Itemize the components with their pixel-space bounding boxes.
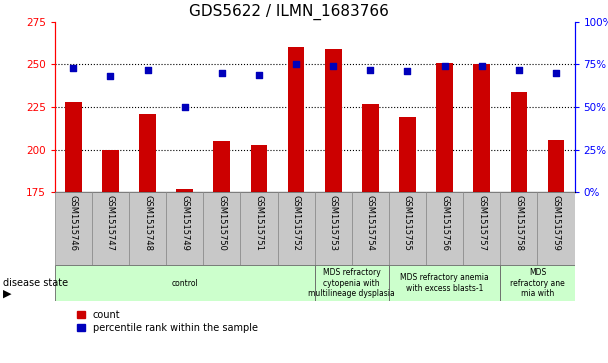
Point <box>402 68 412 74</box>
Text: MDS
refractory ane
mia with: MDS refractory ane mia with <box>510 268 565 298</box>
Point <box>514 67 523 73</box>
Bar <box>389 265 500 301</box>
Bar <box>437 63 453 192</box>
Text: GSM1515754: GSM1515754 <box>366 195 375 250</box>
Bar <box>325 49 342 192</box>
Text: GSM1515751: GSM1515751 <box>254 195 263 250</box>
Text: ▶: ▶ <box>3 288 12 298</box>
Bar <box>129 192 166 265</box>
Bar <box>250 144 268 192</box>
Bar <box>537 192 575 265</box>
Text: GSM1515755: GSM1515755 <box>403 195 412 250</box>
Title: GDS5622 / ILMN_1683766: GDS5622 / ILMN_1683766 <box>188 4 389 20</box>
Point <box>477 63 486 69</box>
Bar <box>203 192 240 265</box>
Text: GSM1515752: GSM1515752 <box>292 195 300 250</box>
Bar <box>399 117 416 192</box>
Text: GSM1515746: GSM1515746 <box>69 195 78 250</box>
Bar <box>500 192 537 265</box>
Bar <box>240 192 277 265</box>
Bar <box>139 114 156 192</box>
Point <box>440 63 449 69</box>
Bar <box>500 265 575 301</box>
Text: GSM1515747: GSM1515747 <box>106 195 115 250</box>
Text: GSM1515750: GSM1515750 <box>217 195 226 250</box>
Point <box>291 61 301 68</box>
Bar <box>92 192 129 265</box>
Bar <box>65 102 81 192</box>
Text: disease state: disease state <box>3 278 68 288</box>
Text: GSM1515758: GSM1515758 <box>514 195 523 250</box>
Bar <box>463 192 500 265</box>
Point <box>365 67 375 73</box>
Text: control: control <box>171 279 198 287</box>
Bar <box>55 192 92 265</box>
Bar <box>166 192 203 265</box>
Bar <box>176 189 193 192</box>
Bar <box>352 192 389 265</box>
Legend: count, percentile rank within the sample: count, percentile rank within the sample <box>74 306 262 337</box>
Point <box>254 72 264 78</box>
Point <box>551 70 561 76</box>
Bar <box>55 265 315 301</box>
Point <box>217 70 227 76</box>
Bar <box>426 192 463 265</box>
Text: GSM1515759: GSM1515759 <box>551 195 561 250</box>
Point <box>143 67 153 73</box>
Bar <box>511 92 527 192</box>
Text: GSM1515748: GSM1515748 <box>143 195 152 250</box>
Point <box>180 104 190 110</box>
Bar <box>288 48 305 192</box>
Bar <box>213 141 230 192</box>
Bar <box>389 192 426 265</box>
Bar <box>102 150 119 192</box>
Bar <box>362 104 379 192</box>
Point <box>328 63 338 69</box>
Bar <box>474 65 490 192</box>
Text: MDS refractory
cytopenia with
multilineage dysplasia: MDS refractory cytopenia with multilinea… <box>308 268 395 298</box>
Text: GSM1515756: GSM1515756 <box>440 195 449 250</box>
Text: MDS refractory anemia
with excess blasts-1: MDS refractory anemia with excess blasts… <box>400 273 489 293</box>
Bar <box>315 265 389 301</box>
Point <box>106 73 116 79</box>
Bar <box>315 192 352 265</box>
Bar <box>277 192 314 265</box>
Text: GSM1515749: GSM1515749 <box>180 195 189 250</box>
Point <box>69 65 78 71</box>
Text: GSM1515757: GSM1515757 <box>477 195 486 250</box>
Text: GSM1515753: GSM1515753 <box>329 195 337 250</box>
Bar <box>548 139 564 192</box>
